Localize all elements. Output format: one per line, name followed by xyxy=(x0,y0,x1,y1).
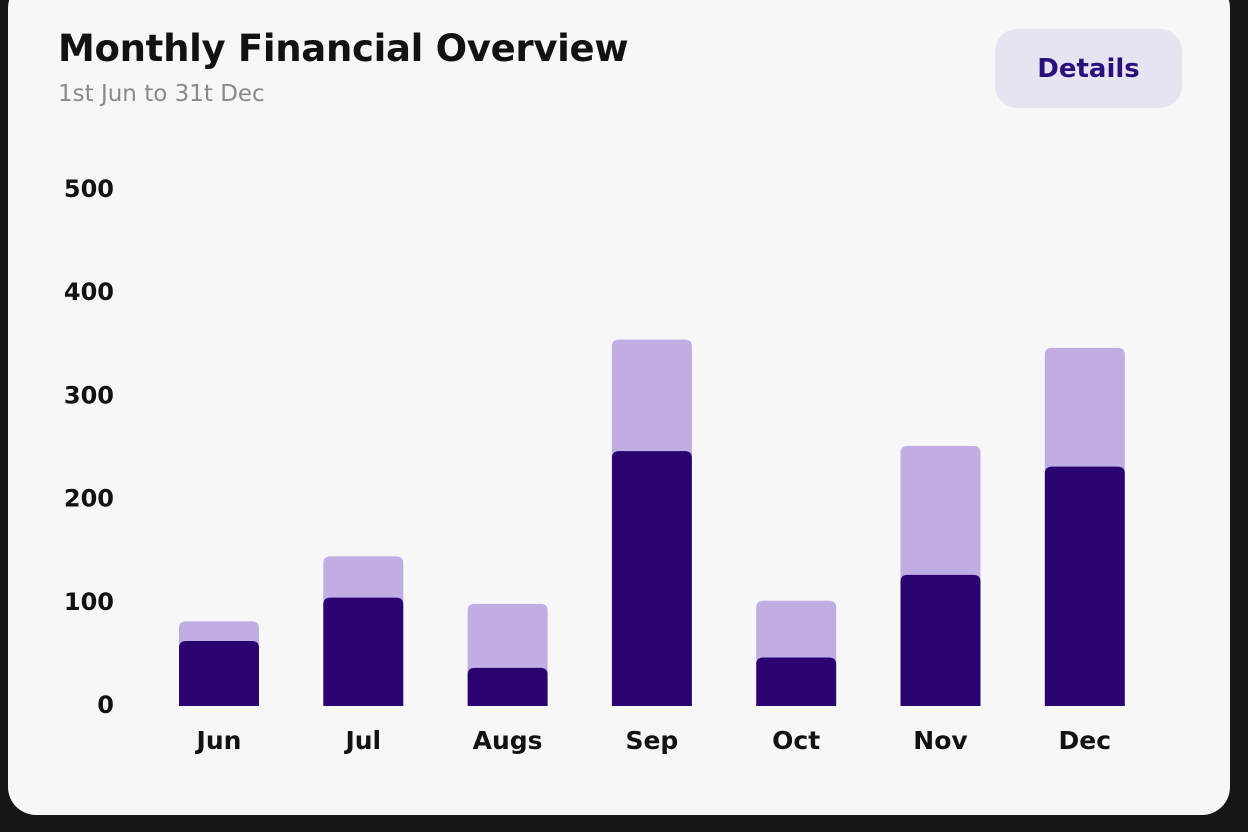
x-tick-label: Dec xyxy=(1059,726,1112,755)
y-axis: 0 100 200 300 400 500 xyxy=(64,175,114,719)
x-axis: Jun Jul Augs Sep Oct Nov Dec xyxy=(195,726,1112,755)
bar-segment-upper-augs xyxy=(467,603,548,675)
details-button[interactable]: Details xyxy=(995,29,1182,108)
y-tick-label: 100 xyxy=(64,588,114,616)
bar-segment-upper-dec xyxy=(1044,347,1125,474)
y-tick-label: 300 xyxy=(64,381,114,409)
y-tick-label: 500 xyxy=(64,175,114,203)
y-tick-label: 400 xyxy=(64,278,114,306)
x-tick-label: Jun xyxy=(195,726,242,755)
date-range-subtitle: 1st Jun to 31t Dec xyxy=(58,81,265,107)
bar-segment-lower-oct xyxy=(756,657,837,706)
x-tick-label: Augs xyxy=(473,726,543,755)
x-tick-label: Jul xyxy=(343,726,381,755)
y-tick-label: 200 xyxy=(64,485,114,513)
bar-segment-upper-sep xyxy=(611,339,692,459)
x-tick-label: Oct xyxy=(772,726,820,755)
bars xyxy=(179,339,1125,706)
bar-segment-lower-sep xyxy=(611,451,692,706)
y-tick-label: 0 xyxy=(97,691,114,719)
page-title: Monthly Financial Overview xyxy=(58,27,629,70)
bar-segment-lower-jun xyxy=(179,640,259,706)
bar-segment-lower-dec xyxy=(1044,466,1125,706)
bar-segment-upper-nov xyxy=(900,445,981,582)
bar-segment-lower-augs xyxy=(467,667,548,706)
x-tick-label: Nov xyxy=(913,726,967,755)
bar-segment-upper-oct xyxy=(756,600,837,665)
bar-segment-lower-nov xyxy=(900,574,981,706)
bar-segment-upper-jul xyxy=(323,556,404,605)
bar-segment-lower-jul xyxy=(323,597,404,706)
x-tick-label: Sep xyxy=(625,726,678,755)
